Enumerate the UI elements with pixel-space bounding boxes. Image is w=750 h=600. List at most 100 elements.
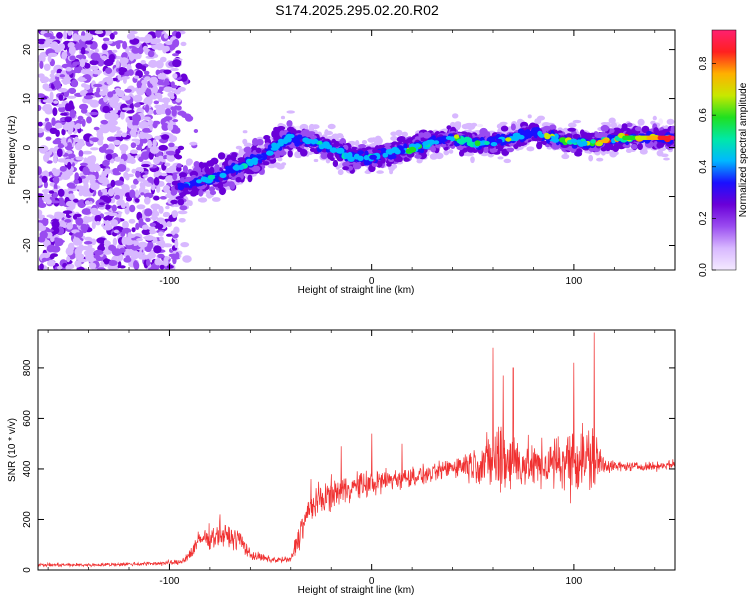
spectrogram-noise-blob [150, 210, 160, 218]
spectrogram-noise-blob [135, 222, 140, 230]
spectrogram-noise-blob [143, 96, 153, 106]
spectrogram-noise-blob [175, 98, 182, 103]
spectrogram-noise-blob [44, 117, 50, 123]
spectrogram-noise-blob [162, 243, 173, 248]
spectrogram-band-blob [210, 157, 219, 165]
spectrogram-noise-blob [64, 219, 72, 223]
spectrogram-noise-blob [145, 182, 152, 187]
spectrogram-halo-blob [401, 131, 408, 137]
spectrogram-halo-blob [389, 169, 394, 175]
spectrogram-noise-blob [163, 116, 173, 121]
snr-y-label: SNR (10 * v/v) [7, 418, 18, 482]
spectrogram-noise-blob [110, 219, 119, 227]
spectrogram-noise-blob [47, 55, 52, 63]
spectrogram-halo-blob [391, 164, 398, 169]
spectrogram-peak-blob [505, 137, 512, 142]
spectrogram-noise-blob [70, 70, 78, 74]
spectrogram-noise-blob [173, 125, 179, 131]
spectrogram-peak-blob [343, 154, 352, 159]
spectrogram-halo-blob [185, 158, 193, 165]
spectrogram-noise-blob [156, 217, 165, 223]
spectrogram-noise-blob [165, 205, 170, 210]
spectrogram-noise-blob [177, 210, 188, 215]
spectrogram-band-blob [179, 205, 188, 211]
spectrogram-noise-blob [146, 91, 152, 96]
spectrogram-noise-blob [177, 145, 185, 151]
spectrogram-noise-blob [75, 156, 84, 161]
spectrogram-noise-blob [142, 224, 149, 230]
spectrogram-halo-blob [324, 129, 329, 136]
spectrogram-noise-blob [114, 97, 120, 103]
spectrogram-band-blob [263, 135, 271, 140]
spectrogram-noise-blob [110, 179, 116, 188]
spectrogram-y-tick-label: -20 [22, 238, 33, 253]
spectrogram-noise-blob [39, 230, 48, 239]
spectrogram-noise-blob [94, 171, 99, 180]
spectrogram-halo-blob [355, 140, 360, 147]
spectrogram-noise-blob [121, 76, 130, 80]
spectrogram-noise-blob [111, 248, 122, 256]
snr-background [38, 330, 675, 570]
spectrogram-noise-blob [74, 136, 79, 143]
spectrogram-peak-blob [422, 141, 429, 146]
spectrogram-noise-blob [112, 266, 119, 270]
spectrogram-noise-blob [154, 92, 162, 96]
spectrogram-halo-blob [294, 151, 301, 158]
spectrogram-peak-blob [335, 148, 343, 154]
spectrogram-peak-blob [512, 135, 520, 142]
spectrogram-noise-blob [62, 224, 67, 229]
spectrogram-noise-blob [64, 116, 72, 123]
spectrogram-noise-blob [113, 229, 119, 234]
spectrogram-noise-blob [45, 136, 52, 141]
spectrogram-noise-blob [66, 182, 76, 188]
spectrogram-noise-blob [48, 190, 55, 194]
spectrogram-noise-blob [101, 55, 107, 60]
spectrogram-band-blob [182, 165, 188, 173]
spectrogram-noise-blob [155, 30, 162, 38]
spectrogram-noise-blob [147, 50, 155, 58]
spectrogram-band-blob [251, 145, 257, 151]
spectrogram-noise-blob [134, 189, 140, 198]
spectrogram-noise-blob [81, 208, 92, 215]
spectrogram-halo-blob [596, 157, 604, 162]
spectrogram-noise-blob [61, 52, 68, 60]
spectrogram-noise-blob [172, 73, 178, 79]
spectrogram-noise-blob [152, 85, 159, 94]
spectrogram-noise-blob [107, 91, 114, 98]
spectrogram-noise-blob [79, 162, 88, 167]
spectrogram-noise-blob [66, 222, 73, 230]
spectrogram-noise-blob [99, 124, 105, 128]
spectrogram-halo-blob [337, 169, 344, 176]
spectrogram-halo-blob [361, 140, 368, 145]
spectrogram-band-blob [422, 131, 432, 139]
spectrogram-noise-blob [75, 185, 85, 190]
spectrogram-noise-blob [39, 76, 50, 83]
spectrogram-band-blob [621, 123, 628, 130]
spectrogram-noise-blob [136, 204, 146, 210]
spectrogram-halo-blob [242, 138, 248, 145]
spectrogram-noise-blob [38, 44, 45, 50]
spectrogram-peak-blob [274, 144, 280, 150]
spectrogram-noise-blob [155, 60, 164, 69]
spectrogram-noise-blob [90, 65, 99, 71]
spectrogram-noise-blob [93, 126, 100, 131]
spectrogram-noise-blob [58, 106, 66, 113]
spectrogram-noise-blob [108, 54, 116, 61]
spectrogram-noise-blob [38, 93, 45, 98]
spectrogram-band-blob [252, 137, 259, 146]
spectrogram-noise-blob [79, 90, 84, 96]
spectrogram-noise-blob [99, 90, 107, 96]
spectrogram-noise-blob [41, 175, 48, 183]
spectrogram-band-blob [287, 150, 293, 158]
spectrogram-noise-blob [159, 85, 165, 92]
spectrogram-noise-blob [72, 198, 79, 203]
spectrogram-noise-blob [87, 244, 93, 249]
spectrogram-noise-blob [38, 209, 43, 217]
spectrogram-noise-blob [167, 122, 174, 131]
spectrogram-noise-blob [119, 144, 129, 152]
spectrogram-noise-blob [116, 130, 123, 134]
spectrogram-peak-blob [595, 141, 603, 147]
spectrogram-noise-blob [91, 210, 102, 216]
spectrogram-noise-blob [102, 159, 110, 167]
spectrogram-noise-blob [158, 175, 166, 180]
